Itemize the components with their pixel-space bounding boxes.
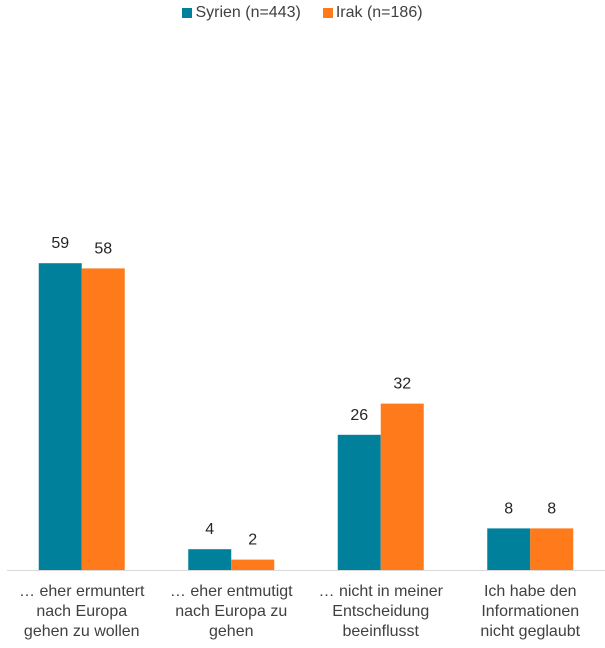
legend-swatch-syrien bbox=[182, 8, 193, 18]
bar-syrien-3 bbox=[487, 528, 531, 570]
legend-label-irak: Irak (n=186) bbox=[335, 4, 423, 21]
category-label-line: … eher entmutigt bbox=[169, 583, 293, 600]
bar-syrien-0 bbox=[38, 263, 82, 570]
legend-item-syrien: Syrien (n=443) bbox=[182, 4, 301, 22]
bar-irak-1 bbox=[231, 559, 275, 570]
legend-swatch-irak bbox=[322, 8, 333, 18]
data-label-irak-3: 8 bbox=[547, 500, 556, 517]
data-label-syrien-1: 4 bbox=[205, 521, 214, 538]
category-label-nicht-geglaubt: Ich habe den Informationen nicht geglaub… bbox=[455, 582, 605, 642]
data-label-irak-2: 32 bbox=[393, 376, 411, 393]
category-label-line: nicht geglaubt bbox=[480, 623, 581, 640]
category-label-nicht-beeinflusst: … nicht in meiner Entscheidung beeinflus… bbox=[306, 582, 456, 642]
data-label-syrien-3: 8 bbox=[504, 500, 513, 517]
legend-label-syrien: Syrien (n=443) bbox=[195, 4, 301, 21]
bar-syrien-2 bbox=[337, 434, 381, 570]
category-label-line: beeinflusst bbox=[342, 623, 420, 640]
bar-irak-2 bbox=[380, 403, 424, 570]
category-label-line: nach Europa zu bbox=[175, 603, 288, 620]
category-label-line: Informationen bbox=[481, 603, 580, 620]
data-label-irak-1: 2 bbox=[248, 532, 257, 549]
bar-syrien-1 bbox=[188, 549, 232, 570]
bar-irak-0 bbox=[81, 268, 125, 570]
category-label-line: nach Europa bbox=[36, 603, 128, 620]
category-label-line: gehen zu wollen bbox=[23, 623, 140, 640]
category-label-ermuntert: … eher ermuntert nach Europa gehen zu wo… bbox=[7, 582, 157, 642]
bar-irak-3 bbox=[530, 528, 574, 570]
data-label-syrien-0: 59 bbox=[51, 235, 69, 252]
category-label-line: Ich habe den bbox=[483, 583, 577, 600]
data-label-syrien-2: 26 bbox=[350, 407, 368, 424]
data-label-irak-0: 58 bbox=[94, 240, 112, 257]
legend-item-irak: Irak (n=186) bbox=[322, 4, 423, 22]
category-label-line: … nicht in meiner bbox=[318, 583, 444, 600]
category-label-line: gehen bbox=[209, 623, 254, 640]
legend: Syrien (n=443) Irak (n=186) bbox=[0, 4, 605, 22]
category-label-line: Entscheidung bbox=[332, 603, 430, 620]
category-label-line: … eher ermuntert bbox=[19, 583, 145, 600]
category-label-entmutigt: … eher entmutigt nach Europa zu gehen bbox=[156, 582, 306, 642]
